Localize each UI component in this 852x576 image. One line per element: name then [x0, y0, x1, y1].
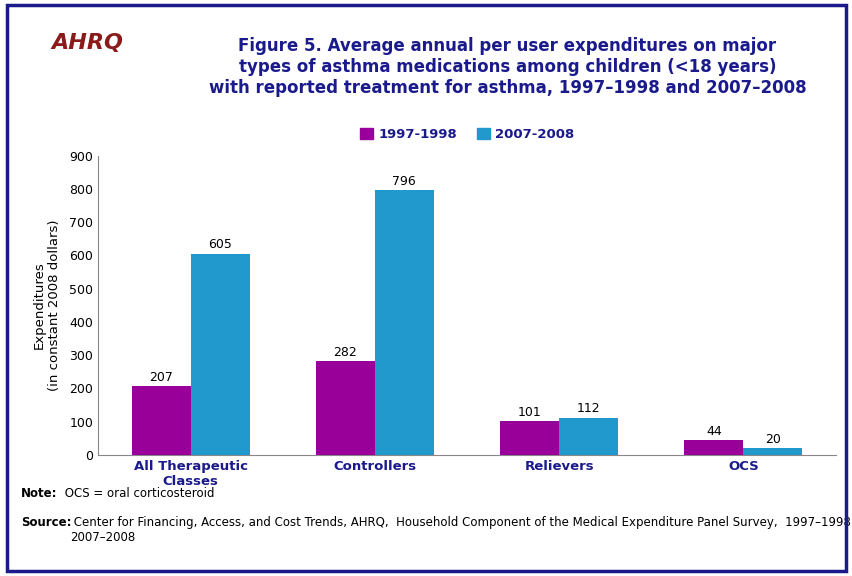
Text: 20: 20: [764, 433, 780, 446]
Text: 605: 605: [208, 238, 232, 251]
Text: 44: 44: [705, 425, 721, 438]
Bar: [683, 441, 743, 455]
Text: 207: 207: [149, 371, 173, 384]
Text: 282: 282: [333, 346, 357, 359]
Text: 796: 796: [392, 175, 416, 188]
Bar: [499, 422, 559, 455]
Text: Note:: Note:: [21, 487, 58, 500]
Text: Advancing
Excellence in
Health Care: Advancing Excellence in Health Care: [58, 67, 118, 100]
Text: OCS = oral corticosteroid: OCS = oral corticosteroid: [61, 487, 215, 500]
Text: 101: 101: [517, 406, 541, 419]
Bar: [315, 361, 374, 455]
Legend: 1997-1998, 2007-2008: 1997-1998, 2007-2008: [354, 123, 579, 147]
Bar: [190, 253, 250, 455]
Y-axis label: Expenditures
(in constant 2008 dollars): Expenditures (in constant 2008 dollars): [33, 219, 60, 391]
Text: 112: 112: [576, 403, 600, 415]
Text: Figure 5. Average annual per user expenditures on major
types of asthma medicati: Figure 5. Average annual per user expend…: [209, 37, 805, 97]
Bar: [559, 418, 618, 455]
Text: Center for Financing, Access, and Cost Trends, AHRQ,  Household Component of the: Center for Financing, Access, and Cost T…: [70, 516, 852, 544]
Text: AHRQ: AHRQ: [52, 32, 124, 52]
Bar: [374, 190, 434, 455]
Text: Source:: Source:: [21, 516, 72, 529]
Bar: [743, 448, 802, 455]
Bar: [131, 386, 190, 455]
